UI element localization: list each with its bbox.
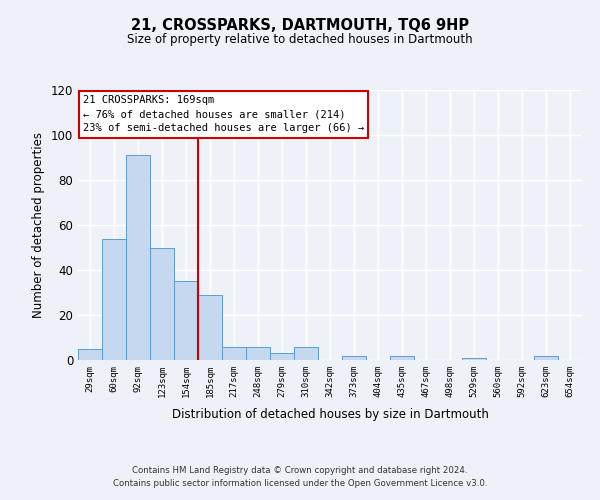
X-axis label: Distribution of detached houses by size in Dartmouth: Distribution of detached houses by size … [172,408,488,421]
Bar [198,294,222,360]
Text: Contains HM Land Registry data © Crown copyright and database right 2024.
Contai: Contains HM Land Registry data © Crown c… [113,466,487,487]
Text: 21 CROSSPARKS: 169sqm
← 76% of detached houses are smaller (214)
23% of semi-det: 21 CROSSPARKS: 169sqm ← 76% of detached … [83,96,364,134]
Bar [222,346,246,360]
Bar [294,346,318,360]
Bar [78,349,102,360]
Bar [150,248,174,360]
Bar [534,356,558,360]
Bar [390,356,414,360]
Bar [102,238,126,360]
Y-axis label: Number of detached properties: Number of detached properties [32,132,45,318]
Bar [462,358,486,360]
Bar [342,356,366,360]
Text: Size of property relative to detached houses in Dartmouth: Size of property relative to detached ho… [127,32,473,46]
Bar [246,346,270,360]
Bar [270,353,294,360]
Bar [126,155,150,360]
Text: 21, CROSSPARKS, DARTMOUTH, TQ6 9HP: 21, CROSSPARKS, DARTMOUTH, TQ6 9HP [131,18,469,32]
Bar [174,281,198,360]
